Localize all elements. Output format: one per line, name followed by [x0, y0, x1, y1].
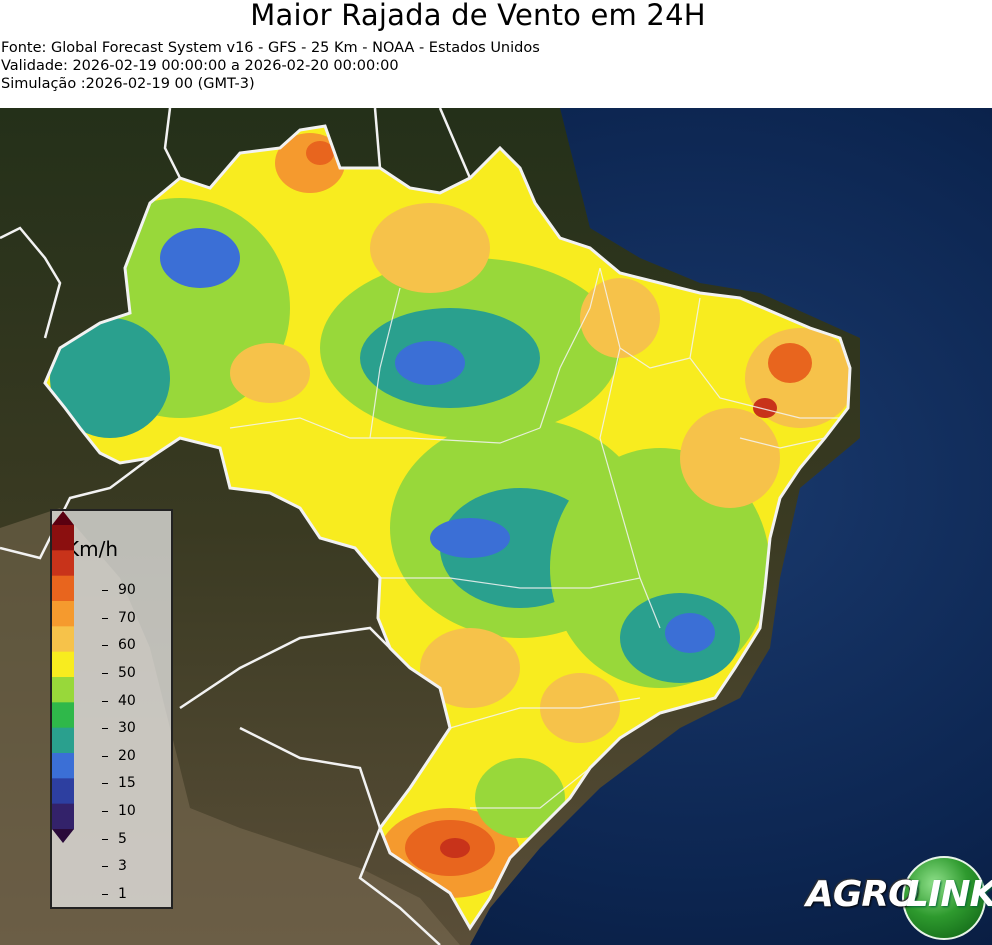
colorbar-tick-label: 60 — [118, 637, 136, 654]
colorbar-tick-mark — [102, 645, 108, 647]
colorbar-band — [52, 575, 74, 602]
logo-green-circle — [902, 856, 986, 940]
colorbar-tick-label: 70 — [118, 609, 136, 626]
colorbar-band — [52, 550, 74, 577]
colorbar-top-arrow — [52, 511, 74, 525]
colorbar-tick-label: 40 — [118, 692, 136, 709]
colorbar-tick-mark — [102, 783, 108, 785]
wind-gust-map: Km/h 90 70 60 50 40 30 20 15 10 5 3 1 — [0, 108, 992, 945]
brazil-border — [43, 124, 852, 931]
colorbar — [52, 511, 74, 843]
colorbar-tick-label: 1 — [118, 886, 127, 902]
legend-unit: Km/h — [66, 537, 119, 561]
colorbar-band — [52, 677, 74, 703]
colorbar-tick-label: 5 — [118, 830, 127, 847]
colorbar-tick-mark — [102, 811, 108, 813]
colorbar-tick-mark — [102, 838, 108, 840]
colorbar-legend: Km/h 90 70 60 50 40 30 20 15 10 5 3 1 — [50, 509, 173, 909]
colorbar-tick-mark — [102, 700, 108, 702]
colorbar-tick-label: 3 — [118, 858, 127, 875]
agrolink-logo: AGRO LINK — [806, 856, 992, 940]
colorbar-band — [52, 727, 74, 754]
state-borders — [229, 267, 840, 809]
colorbar-tick-label: 10 — [118, 803, 136, 820]
simulation-line: Simulação :2026-02-19 00 (GMT-3) — [1, 76, 255, 92]
colorbar-tick-label: 20 — [118, 747, 136, 764]
colorbar-band — [52, 778, 74, 805]
colorbar-tick-mark — [102, 728, 108, 730]
colorbar-band — [52, 601, 74, 627]
country-borders — [0, 108, 472, 945]
colorbar-band — [52, 753, 74, 779]
logo-text-link: LINK — [906, 874, 992, 915]
colorbar-tick-mark — [102, 617, 108, 619]
colorbar-tick-mark — [102, 866, 108, 868]
colorbar-tick-mark — [102, 672, 108, 674]
logo-text-agro: AGRO — [806, 874, 919, 915]
colorbar-band — [52, 702, 74, 729]
source-line: Fonte: Global Forecast System v16 - GFS … — [1, 40, 540, 56]
map-title: Maior Rajada de Vento em 24H — [250, 0, 706, 32]
colorbar-tick-mark — [102, 894, 108, 895]
colorbar-band — [52, 651, 74, 678]
colorbar-tick-label: 15 — [118, 775, 136, 792]
colorbar-tick-label: 90 — [118, 582, 136, 598]
colorbar-band — [52, 525, 74, 551]
validity-line: Validade: 2026-02-19 00:00:00 a 2026-02-… — [1, 58, 399, 74]
colorbar-tick-label: 30 — [118, 720, 136, 737]
colorbar-tick-label: 50 — [118, 664, 136, 681]
colorbar-tick-mark — [102, 590, 108, 591]
map-header: Maior Rajada de Vento em 24H Fonte: Glob… — [0, 0, 992, 108]
colorbar-band — [52, 803, 74, 830]
colorbar-tick-mark — [102, 755, 108, 757]
colorbar-band — [52, 626, 74, 653]
colorbar-bottom-arrow — [52, 829, 74, 843]
